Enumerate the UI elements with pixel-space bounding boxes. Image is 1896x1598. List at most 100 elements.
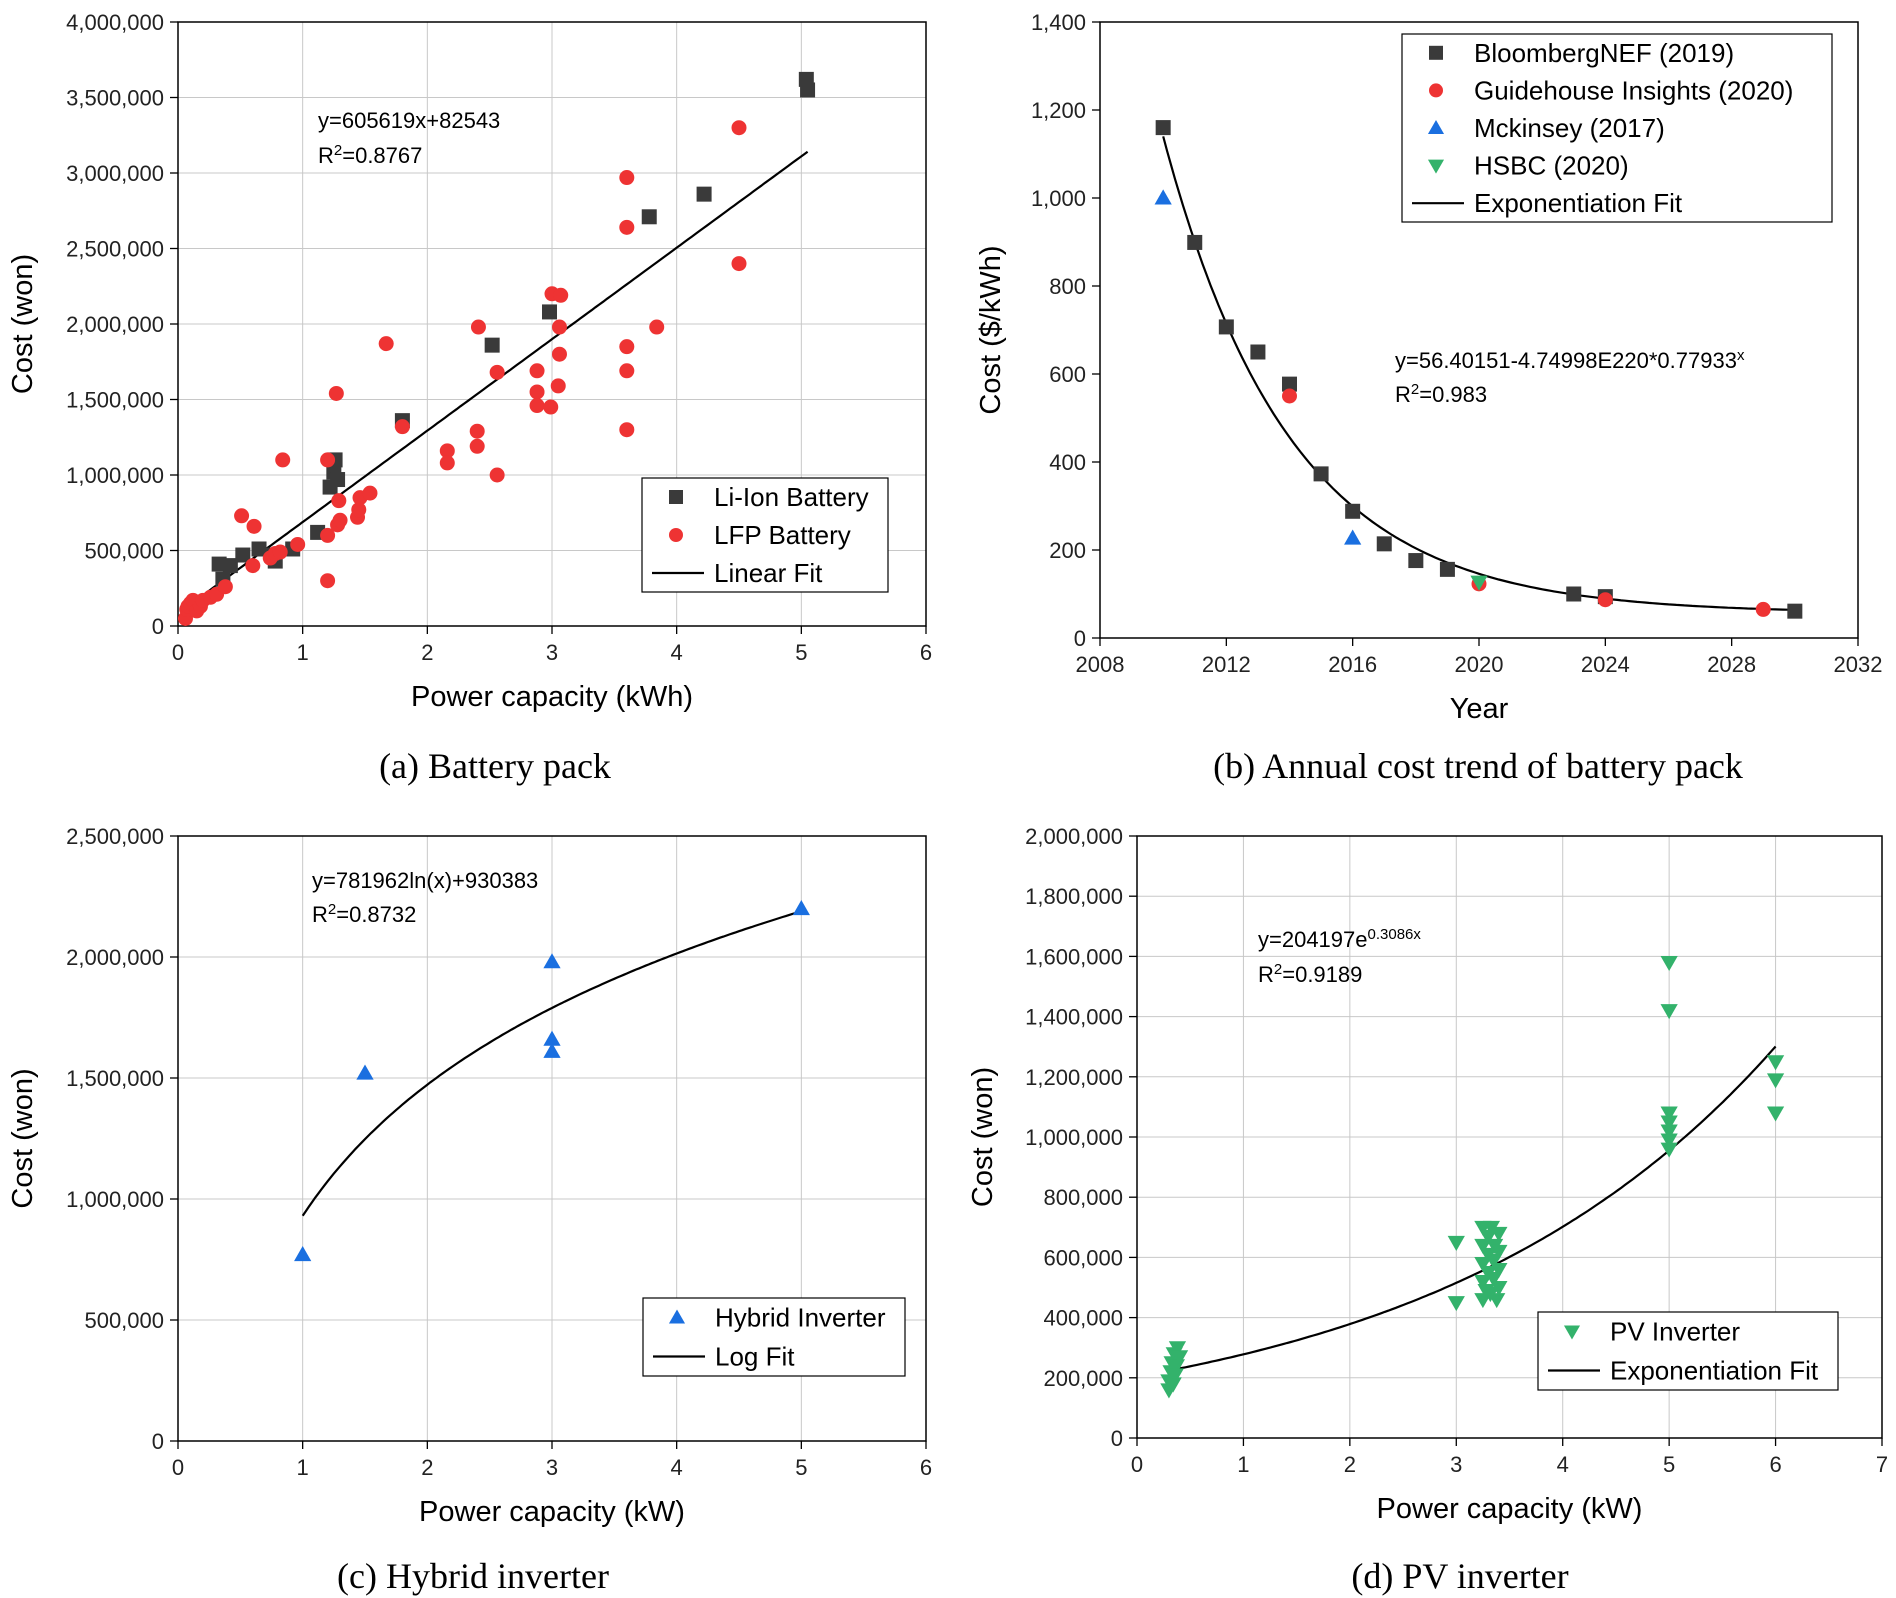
fit-equation-exponent: 0.3086x <box>1368 926 1422 943</box>
data-point <box>1660 955 1678 972</box>
r-squared: R2=0.8732 <box>312 901 416 928</box>
y-axis-label: Cost ($/kWh) <box>975 245 1007 414</box>
y-tick-label: 0 <box>152 1429 164 1454</box>
data-point <box>1660 1115 1678 1131</box>
legend-marker <box>1563 1325 1581 1340</box>
data-point <box>550 378 566 394</box>
data-point <box>543 1030 561 1046</box>
chart-b: 2008 2012 2016 2020 2024 2028 2032 0 200 400 600 80… <box>975 10 1882 786</box>
x-tick-label: 2020 <box>1455 652 1504 677</box>
x-axis-label: Power capacity (kW) <box>1377 1493 1643 1525</box>
r-squared-exponent: 2 <box>1274 961 1282 978</box>
panel-caption: (c) Hybrid inverter <box>337 1556 609 1596</box>
x-tick-label: 1 <box>297 1455 309 1480</box>
data-point <box>542 304 558 320</box>
data-point <box>1168 1341 1187 1357</box>
data-point <box>362 485 378 501</box>
data-point <box>1766 1106 1785 1122</box>
data-point <box>439 455 455 471</box>
fit-curve <box>301 910 802 1217</box>
data-point <box>543 399 559 415</box>
fit-equation: y=204197e0.3086x <box>1258 926 1421 953</box>
y-tick-label: 0 <box>152 614 164 639</box>
x-tick-label: 2032 <box>1834 652 1883 677</box>
data-point <box>1164 1377 1182 1393</box>
y-axis-label: Cost (won) <box>7 254 39 394</box>
y-tick-label: 500,000 <box>84 539 164 564</box>
y-tick-label: 1,000 <box>1031 186 1086 211</box>
y-axis-label: Cost (won) <box>7 1068 39 1208</box>
r-squared-symbol: R <box>1258 962 1274 987</box>
data-point <box>1345 503 1361 519</box>
x-tick-label: 0 <box>172 640 184 665</box>
data-point <box>1490 1244 1508 1261</box>
data-point <box>641 209 657 225</box>
data-point <box>272 544 288 560</box>
data-point <box>469 438 485 454</box>
y-tick-label: 800,000 <box>1043 1185 1123 1210</box>
data-point <box>245 558 261 574</box>
x-tick-label: 0 <box>1131 1452 1143 1477</box>
data-point <box>222 558 238 574</box>
x-tick-label: 2012 <box>1202 652 1251 677</box>
data-point <box>320 527 336 543</box>
legend: PV Inverter Exponentiation Fit <box>1537 1311 1839 1391</box>
y-tick-label: 1,400,000 <box>1025 1005 1123 1030</box>
data-point <box>234 508 250 524</box>
data-point <box>1282 376 1297 392</box>
data-point <box>489 364 505 380</box>
data-point <box>294 1246 312 1262</box>
x-axis-label: Year <box>1450 693 1509 725</box>
legend-label: Guidehouse Insights (2020) <box>1474 75 1793 105</box>
y-tick-label: 200,000 <box>1043 1366 1123 1391</box>
r-squared-value: =0.983 <box>1419 382 1487 407</box>
fit-equation-exponent: x <box>1737 347 1745 364</box>
data-point <box>251 541 267 557</box>
r-squared-value: =0.8732 <box>336 902 416 927</box>
x-tick-label: 0 <box>172 1455 184 1480</box>
data-point <box>1566 586 1582 602</box>
x-tick-label: 2016 <box>1328 652 1377 677</box>
data-point <box>328 385 344 401</box>
x-tick-label: 2 <box>1344 1452 1356 1477</box>
x-tick-label: 3 <box>546 640 558 665</box>
x-tick-label: 2024 <box>1581 652 1630 677</box>
data-point <box>1490 1262 1508 1279</box>
y-tick-label: 1,200,000 <box>1025 1065 1123 1090</box>
y-tick-label: 1,500,000 <box>66 388 164 413</box>
data-point <box>1218 319 1234 335</box>
data-point <box>1344 529 1362 545</box>
data-point <box>356 1064 374 1080</box>
r-squared-symbol: R <box>1395 382 1411 407</box>
legend-label: Hybrid Inverter <box>715 1303 886 1333</box>
r-squared-symbol: R <box>318 143 334 168</box>
legend-marker <box>669 528 683 542</box>
data-point <box>246 518 262 534</box>
legend-box <box>642 1297 906 1377</box>
data-point <box>320 452 336 468</box>
fit-curve <box>1162 136 1795 611</box>
data-point <box>320 573 336 589</box>
panel-caption: (d) PV inverter <box>1351 1556 1568 1596</box>
y-tick-label: 3,000,000 <box>66 161 164 186</box>
data-point <box>330 472 346 488</box>
legend-label: PV Inverter <box>1610 1317 1740 1347</box>
data-point <box>470 319 486 335</box>
data-point <box>1447 1296 1465 1312</box>
data-point <box>290 536 306 552</box>
legend: BloombergNEF (2019) Guidehouse Insights (… <box>1401 33 1833 223</box>
y-tick-label: 1,200 <box>1031 98 1086 123</box>
legend-label: Li-Ion Battery <box>714 482 869 512</box>
fit-equation-main: y=204197e <box>1258 927 1368 952</box>
data-point <box>529 384 545 400</box>
r-squared: R2=0.983 <box>1395 381 1487 408</box>
y-tick-label: 2,000,000 <box>66 312 164 337</box>
data-point <box>1597 592 1613 608</box>
data-point <box>1660 1004 1678 1020</box>
legend-label: LFP Battery <box>714 520 851 550</box>
x-tick-label: 4 <box>1557 1452 1569 1477</box>
legend-marker <box>1429 83 1443 98</box>
fit-equation: y=781962ln(x)+930383 <box>312 868 538 893</box>
legend-label: Linear Fit <box>714 558 823 588</box>
x-tick-label: 2 <box>421 640 433 665</box>
